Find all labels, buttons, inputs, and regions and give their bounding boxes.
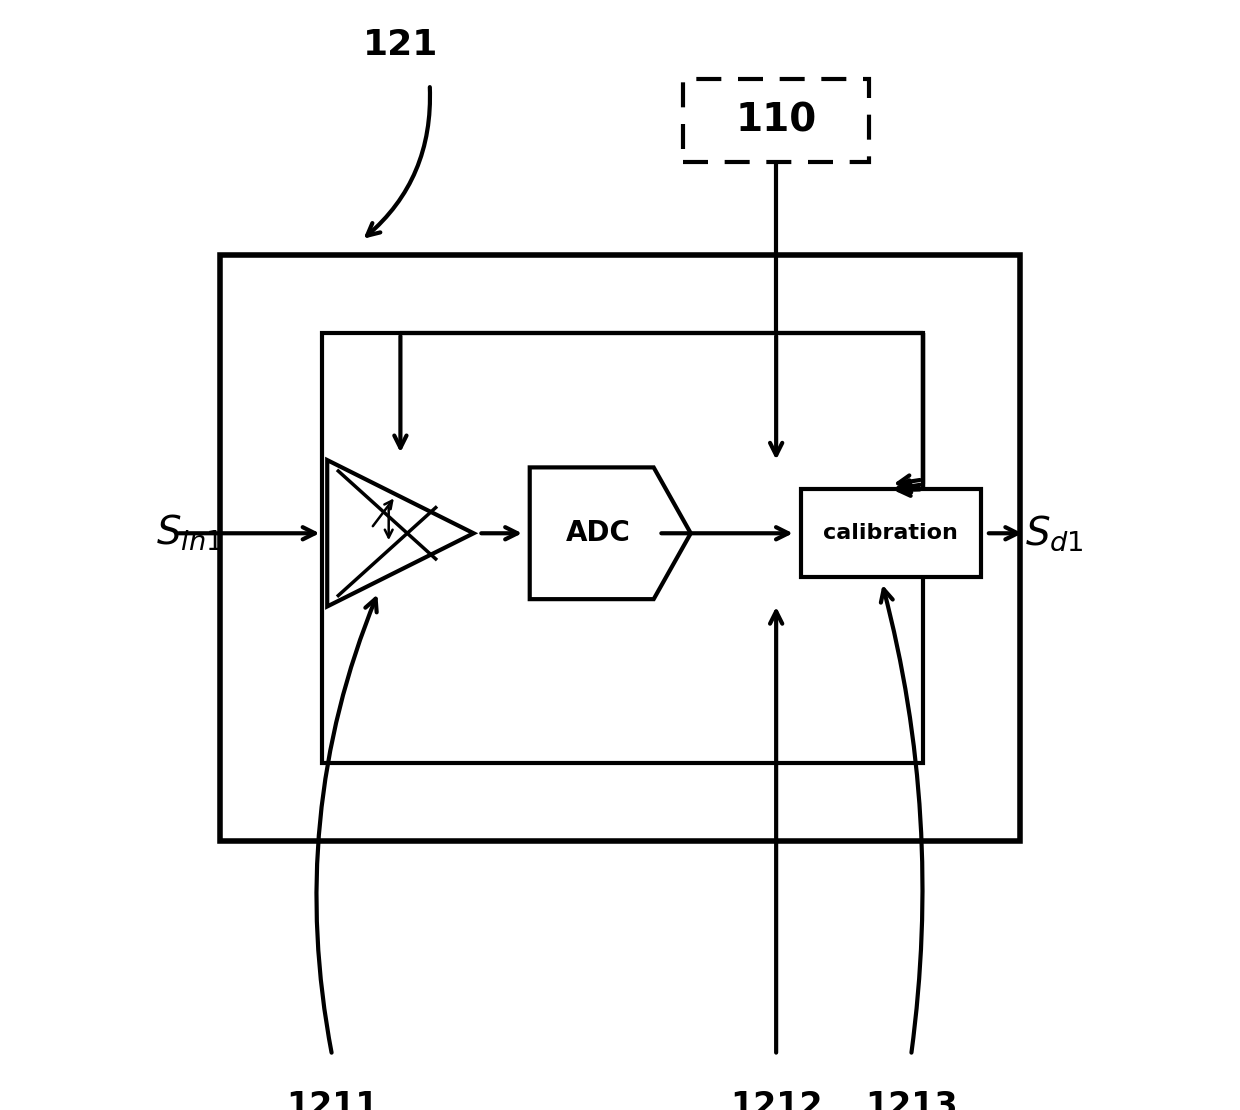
Text: 1213: 1213 [864, 1090, 957, 1110]
Text: $S_{in1}$: $S_{in1}$ [156, 513, 223, 554]
Text: 1212: 1212 [730, 1090, 822, 1110]
Polygon shape [529, 467, 691, 599]
Bar [219, 255, 1021, 840]
Bar [801, 490, 981, 577]
Polygon shape [327, 460, 474, 606]
Text: 121: 121 [363, 29, 438, 62]
Text: ADC: ADC [565, 519, 630, 547]
Bar [322, 333, 923, 763]
Text: 110: 110 [735, 102, 817, 140]
Text: 1211: 1211 [286, 1090, 378, 1110]
Text: $S_{d1}$: $S_{d1}$ [1024, 514, 1084, 553]
Text: calibration: calibration [823, 523, 959, 543]
Bar [683, 80, 869, 162]
